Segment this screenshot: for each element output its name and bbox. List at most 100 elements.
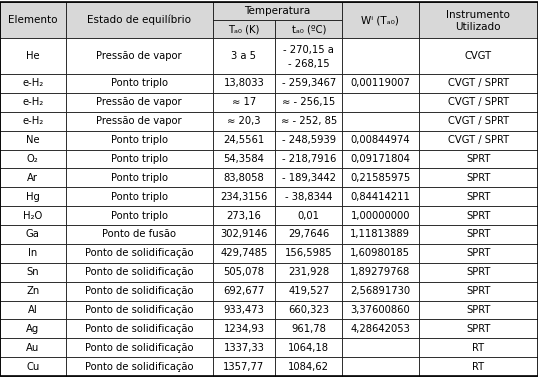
Text: Sn: Sn — [26, 267, 39, 277]
Text: Pressão de vapor: Pressão de vapor — [96, 97, 182, 107]
Text: 419,527: 419,527 — [288, 286, 329, 296]
Bar — [342, 206, 419, 225]
Bar — [419, 131, 538, 150]
Bar — [66, 187, 213, 206]
Bar — [66, 168, 213, 187]
Bar — [66, 338, 213, 357]
Bar — [66, 319, 213, 338]
Text: SPRT: SPRT — [466, 305, 491, 315]
Text: - 268,15: - 268,15 — [288, 59, 330, 69]
Text: Ponto de fusão: Ponto de fusão — [102, 229, 176, 239]
Text: Elemento: Elemento — [8, 15, 58, 25]
Text: SPRT: SPRT — [466, 173, 491, 183]
Bar — [342, 338, 419, 357]
Bar — [342, 2, 419, 38]
Bar — [213, 206, 275, 225]
Text: Au: Au — [26, 343, 39, 353]
Bar — [419, 244, 538, 263]
Bar — [275, 131, 342, 150]
Bar — [66, 74, 213, 93]
Bar — [342, 131, 419, 150]
Bar — [66, 263, 213, 282]
Text: 1,11813889: 1,11813889 — [350, 229, 410, 239]
Text: 0,21585975: 0,21585975 — [350, 173, 410, 183]
Text: 3 a 5: 3 a 5 — [231, 51, 257, 61]
Text: CVGT / SPRT: CVGT / SPRT — [448, 97, 509, 107]
Bar — [275, 187, 342, 206]
Bar — [342, 112, 419, 131]
Text: - 248,5939: - 248,5939 — [282, 135, 336, 145]
Text: CVGT / SPRT: CVGT / SPRT — [448, 79, 509, 88]
Bar — [419, 357, 538, 376]
Bar — [342, 301, 419, 319]
Bar — [0, 168, 66, 187]
Text: Wⁱ (Tₐ₀): Wⁱ (Tₐ₀) — [362, 15, 399, 25]
Text: 4,28642053: 4,28642053 — [350, 324, 410, 334]
Text: e-H₂: e-H₂ — [22, 116, 44, 126]
Text: 0,01: 0,01 — [298, 211, 320, 220]
Bar — [342, 263, 419, 282]
Bar — [275, 282, 342, 301]
Bar — [342, 319, 419, 338]
Bar — [213, 187, 275, 206]
Text: 156,5985: 156,5985 — [285, 248, 332, 258]
Text: 692,677: 692,677 — [223, 286, 265, 296]
Bar — [0, 225, 66, 244]
Text: CVGT: CVGT — [465, 51, 492, 61]
Text: 1,89279768: 1,89279768 — [350, 267, 410, 277]
Text: Pressão de vapor: Pressão de vapor — [96, 116, 182, 126]
Bar — [0, 244, 66, 263]
Bar — [213, 357, 275, 376]
Text: 1,00000000: 1,00000000 — [351, 211, 410, 220]
Bar — [0, 357, 66, 376]
Text: - 218,7916: - 218,7916 — [281, 154, 336, 164]
Text: 1,60980185: 1,60980185 — [350, 248, 410, 258]
Text: Ponto triplo: Ponto triplo — [111, 211, 167, 220]
Text: Pressão de vapor: Pressão de vapor — [96, 51, 182, 61]
Bar — [66, 206, 213, 225]
Text: 0,09171804: 0,09171804 — [350, 154, 410, 164]
Bar — [275, 301, 342, 319]
Text: Cu: Cu — [26, 362, 39, 372]
Text: 0,00119007: 0,00119007 — [350, 79, 410, 88]
Text: Temperatura: Temperatura — [244, 6, 310, 16]
Text: Ponto de solidificação: Ponto de solidificação — [85, 286, 193, 296]
Bar — [0, 263, 66, 282]
Text: Al: Al — [28, 305, 38, 315]
Text: 0,00844974: 0,00844974 — [351, 135, 410, 145]
Text: Ponto de solidificação: Ponto de solidificação — [85, 305, 193, 315]
Bar — [0, 338, 66, 357]
Bar — [275, 263, 342, 282]
Text: Estado de equilíbrio: Estado de equilíbrio — [87, 15, 191, 25]
Bar — [0, 93, 66, 112]
Bar — [0, 74, 66, 93]
Text: SPRT: SPRT — [466, 154, 491, 164]
Bar — [275, 150, 342, 168]
Text: CVGT / SPRT: CVGT / SPRT — [448, 116, 509, 126]
Bar — [419, 282, 538, 301]
Bar — [66, 93, 213, 112]
Bar — [0, 112, 66, 131]
Bar — [0, 319, 66, 338]
Bar — [342, 168, 419, 187]
Bar — [342, 225, 419, 244]
Bar — [419, 187, 538, 206]
Bar — [275, 244, 342, 263]
Bar — [342, 93, 419, 112]
Text: 933,473: 933,473 — [224, 305, 264, 315]
Bar — [419, 112, 538, 131]
Text: 0,84414211: 0,84414211 — [350, 192, 410, 202]
Text: Ponto triplo: Ponto triplo — [111, 79, 167, 88]
Text: 505,078: 505,078 — [223, 267, 265, 277]
Text: Ar: Ar — [27, 173, 38, 183]
Bar — [419, 150, 538, 168]
Text: 302,9146: 302,9146 — [220, 229, 268, 239]
Bar — [66, 357, 213, 376]
Bar — [419, 225, 538, 244]
Text: H₂O: H₂O — [23, 211, 43, 220]
Bar — [419, 74, 538, 93]
Text: Ponto triplo: Ponto triplo — [111, 192, 167, 202]
Text: - 270,15 a: - 270,15 a — [284, 45, 334, 55]
Text: Zn: Zn — [26, 286, 39, 296]
Text: Ponto de solidificação: Ponto de solidificação — [85, 343, 193, 353]
